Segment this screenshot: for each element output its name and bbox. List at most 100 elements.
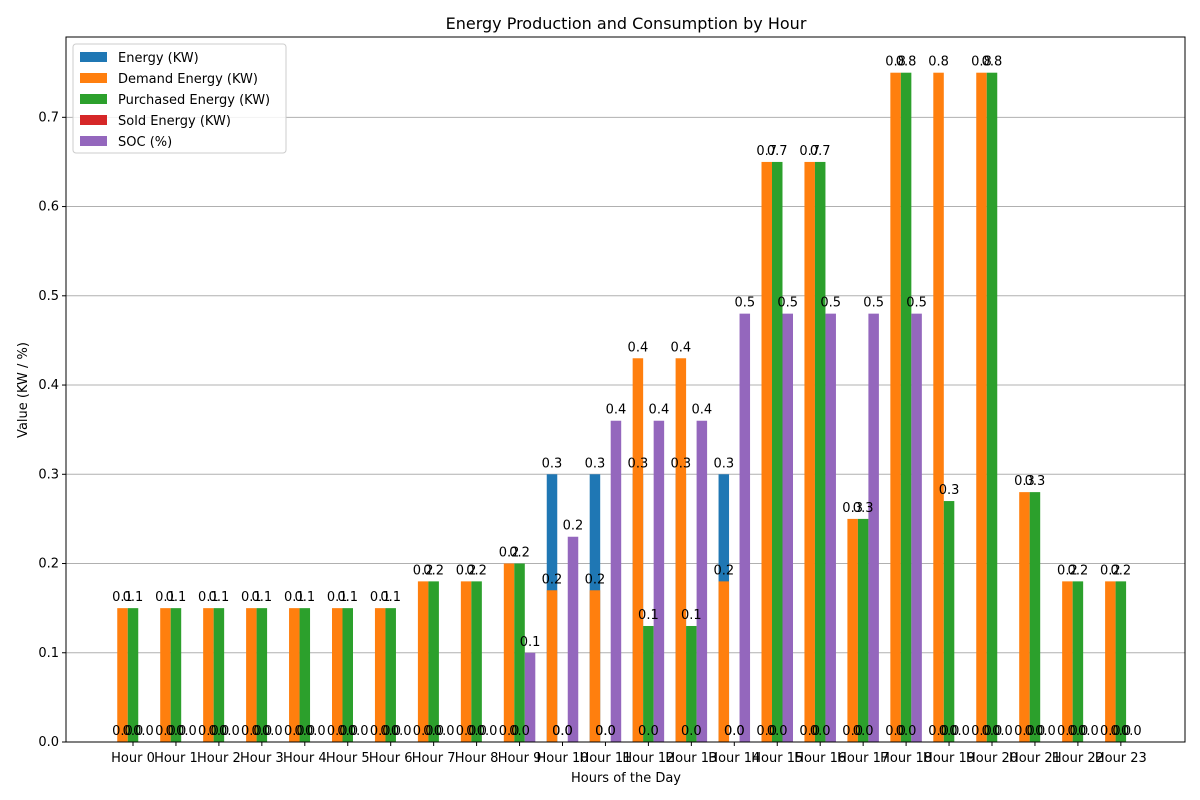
data-label: 0.0: [767, 724, 788, 739]
bar-demand-energy-kw-: [804, 161, 815, 742]
data-label: 0.0: [724, 724, 745, 739]
data-label: 0.0: [552, 724, 573, 739]
x-tick-label: Hour 1: [154, 751, 198, 766]
y-tick-label: 0.2: [38, 557, 59, 572]
x-tick-label: Hour 18: [880, 751, 932, 766]
legend-entry: SOC (%): [118, 135, 172, 150]
legend-swatch: [80, 136, 107, 146]
data-label: 0.0: [294, 724, 315, 739]
data-label: 0.0: [209, 724, 230, 739]
data-label: 0.8: [982, 55, 1003, 70]
x-tick-label: Hour 7: [412, 751, 456, 766]
data-label: 0.5: [734, 296, 755, 311]
bar-demand-energy-kw-: [976, 72, 987, 742]
data-label: 0.0: [380, 724, 401, 739]
bar-demand-energy-kw-: [460, 581, 472, 742]
bar-purchased-energy-kw-: [514, 563, 525, 742]
data-label: 0.0: [971, 724, 992, 739]
x-tick-label: Hour 6: [369, 751, 413, 766]
bar-purchased-energy-kw-: [986, 72, 998, 742]
data-label: 0.0: [456, 724, 477, 739]
data-label: 0.0: [810, 724, 831, 739]
data-label: 0.0: [1014, 724, 1035, 739]
data-label: 0.0: [509, 724, 530, 739]
bar-demand-energy-kw-: [503, 563, 515, 742]
bar-purchased-energy-kw-: [943, 501, 955, 742]
data-labels: 0.00.10.10.00.0 0.00.10.10.00.0 0.00.10.10…: [112, 55, 1142, 739]
x-tick-label: Hour 19: [923, 751, 975, 766]
data-label: 0.0: [992, 724, 1013, 739]
data-label: 0.0: [756, 724, 777, 739]
plot-frame: [65, 36, 1186, 743]
bar-purchased-energy-kw-: [213, 608, 225, 742]
bar-demand-energy-kw-: [890, 72, 901, 742]
data-label: 0.2: [585, 572, 606, 587]
data-label: 0.0: [423, 724, 444, 739]
data-label: 0.2: [542, 572, 563, 587]
data-label: 0.0: [198, 724, 219, 739]
data-label: 0.0: [896, 724, 917, 739]
data-label: 0.8: [885, 55, 906, 70]
legend-entry: Purchased Energy (KW): [118, 93, 270, 108]
bar-purchased-energy-kw-: [127, 608, 139, 742]
data-label: 0.1: [380, 590, 401, 605]
data-label: 0.1: [681, 608, 702, 623]
legend-swatch: [80, 73, 107, 83]
data-label: 0.0: [552, 724, 573, 739]
data-label: 0.0: [681, 724, 702, 739]
data-label: 0.0: [219, 724, 240, 739]
data-label: 0.2: [499, 546, 520, 561]
x-tick-label: Hour 23: [1095, 751, 1147, 766]
data-label: 0.0: [885, 724, 906, 739]
data-label: 0.0: [1035, 724, 1056, 739]
x-tick-label: Hour 20: [966, 751, 1018, 766]
data-label: 0.1: [294, 590, 315, 605]
data-label: 0.0: [370, 724, 391, 739]
bar-demand-energy-kw-: [847, 518, 858, 742]
data-label: 0.0: [638, 724, 659, 739]
data-label: 0.0: [166, 724, 187, 739]
bar-purchased-energy-kw-: [1029, 492, 1041, 742]
data-label: 0.2: [413, 563, 434, 578]
data-label: 0.0: [337, 724, 358, 739]
bar-demand-energy-kw-: [417, 581, 429, 742]
data-label: 0.0: [252, 724, 273, 739]
data-label: 0.0: [176, 724, 197, 739]
legend-entry: Sold Energy (KW): [118, 114, 231, 129]
bar-soc-: [653, 420, 665, 742]
x-tick-label: Hour 11: [579, 751, 631, 766]
bar-purchased-energy-kw-: [900, 72, 912, 742]
bar-soc-: [868, 313, 879, 742]
data-label: 0.1: [327, 590, 348, 605]
x-tick-label: Hour 8: [455, 751, 499, 766]
data-label: 0.0: [799, 724, 820, 739]
bar-soc-: [567, 536, 579, 742]
bar-soc-: [911, 313, 922, 742]
data-label: 0.0: [133, 724, 154, 739]
bar-purchased-energy-kw-: [1072, 581, 1084, 742]
data-label: 0.0: [1121, 724, 1142, 739]
data-label: 0.0: [466, 724, 487, 739]
bar-demand-energy-kw-: [675, 358, 687, 742]
data-label: 0.0: [348, 724, 369, 739]
x-tick-label: Hour 22: [1052, 751, 1104, 766]
data-label: 0.7: [799, 144, 820, 159]
x-tick-label: Hour 17: [837, 751, 889, 766]
data-label: 0.4: [649, 403, 670, 418]
data-label: 0.0: [391, 724, 412, 739]
data-label: 0.7: [756, 144, 777, 159]
data-label: 0.1: [337, 590, 358, 605]
data-label: 0.5: [863, 296, 884, 311]
bar-soc-: [782, 313, 793, 742]
x-tick-label: Hour 14: [708, 751, 760, 766]
bar-demand-energy-kw-: [1105, 581, 1116, 742]
legend-swatch: [80, 94, 107, 104]
bar-purchased-energy-kw-: [772, 161, 783, 742]
legend-entry: Energy (KW): [118, 51, 199, 66]
data-label: 0.3: [671, 456, 692, 471]
bar-demand-energy-kw-: [117, 608, 128, 742]
bar-demand-energy-kw-: [761, 161, 772, 742]
data-label: 0.4: [628, 340, 649, 355]
bar-purchased-energy-kw-: [342, 608, 353, 742]
x-tick-label: Hour 13: [665, 751, 717, 766]
